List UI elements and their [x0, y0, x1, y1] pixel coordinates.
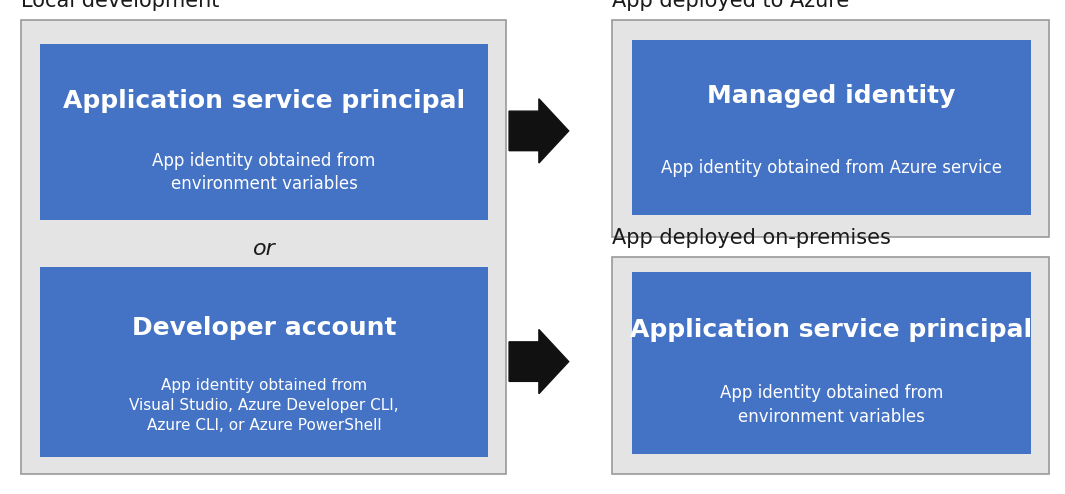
Text: Developer account: Developer account — [132, 316, 396, 339]
Bar — [612, 20, 1049, 237]
Bar — [40, 44, 488, 220]
Text: App deployed on-premises: App deployed on-premises — [612, 228, 891, 248]
Bar — [632, 272, 1031, 454]
Text: or: or — [252, 240, 276, 259]
Text: App identity obtained from Azure service: App identity obtained from Azure service — [660, 159, 1002, 176]
Bar — [632, 40, 1031, 215]
Bar — [21, 20, 506, 474]
Text: App identity obtained from
Visual Studio, Azure Developer CLI,
Azure CLI, or Azu: App identity obtained from Visual Studio… — [129, 378, 399, 433]
Text: App deployed to Azure: App deployed to Azure — [612, 0, 850, 11]
Polygon shape — [509, 99, 569, 163]
Text: Application service principal: Application service principal — [630, 318, 1032, 342]
Text: App identity obtained from
environment variables: App identity obtained from environment v… — [720, 384, 943, 426]
Polygon shape — [509, 329, 569, 394]
Text: Managed identity: Managed identity — [707, 83, 955, 108]
Bar — [40, 267, 488, 457]
Bar — [612, 257, 1049, 474]
Text: App identity obtained from
environment variables: App identity obtained from environment v… — [152, 152, 376, 193]
Text: Application service principal: Application service principal — [63, 88, 465, 113]
Text: Local development: Local development — [21, 0, 219, 11]
